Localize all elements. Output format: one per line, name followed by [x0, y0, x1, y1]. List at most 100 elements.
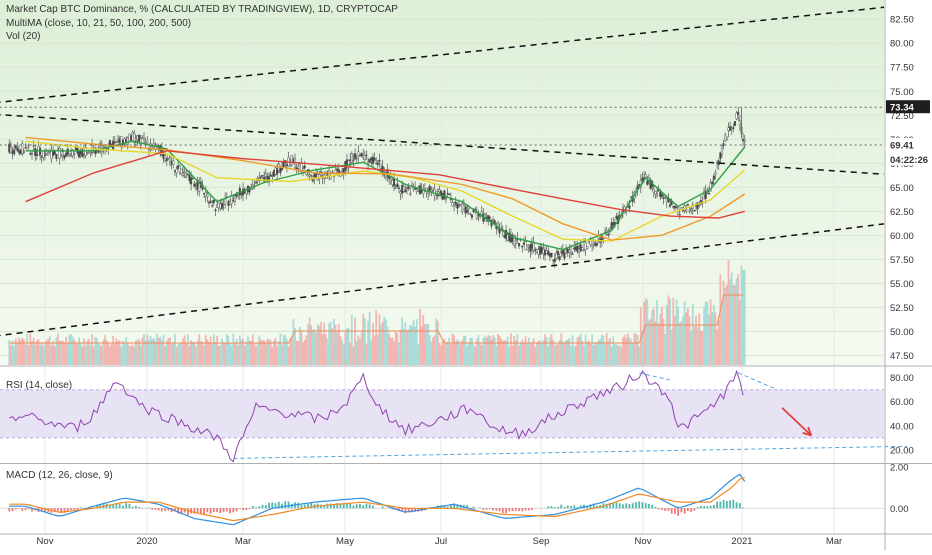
macd-histogram-bar	[499, 508, 501, 511]
macd-histogram-bar	[482, 508, 484, 510]
macd-histogram-bar	[164, 508, 166, 511]
volume-bar	[213, 335, 215, 365]
volume-bar	[505, 340, 507, 365]
volume-bar	[611, 347, 613, 365]
macd-histogram-bar	[518, 508, 520, 511]
macd-histogram-bar	[362, 505, 364, 508]
volume-bar	[242, 338, 244, 365]
candle-body	[549, 253, 551, 256]
macd-histogram-bar	[635, 502, 637, 508]
candle-body	[445, 198, 447, 199]
volume-bar	[708, 315, 710, 365]
volume-bar	[638, 347, 640, 365]
volume-bar	[721, 302, 723, 365]
volume-bar	[270, 340, 272, 365]
volume-bar	[379, 314, 381, 365]
volume-bar	[349, 342, 351, 365]
volume-bar	[239, 335, 241, 365]
candle-body	[312, 180, 314, 181]
price-tick-label: 80.00	[890, 39, 914, 50]
volume-bar	[513, 336, 515, 365]
volume-bar	[695, 315, 697, 365]
volume-bar	[159, 336, 161, 365]
volume-bar	[70, 334, 72, 365]
candle-body	[489, 217, 491, 218]
macd-histogram-bar	[697, 507, 699, 508]
macd-histogram-bar	[369, 504, 371, 508]
candle-body	[228, 201, 230, 206]
volume-bar	[546, 337, 548, 365]
candle-body	[265, 173, 267, 176]
volume-bar	[367, 321, 369, 365]
candle-body	[356, 158, 358, 159]
candle-body	[392, 180, 394, 184]
candle-body	[393, 179, 395, 186]
volume-bar	[547, 346, 549, 365]
macd-histogram-bar	[557, 507, 559, 508]
volume-bar	[177, 344, 179, 365]
volume-bar	[466, 346, 468, 365]
volume-bar	[731, 272, 733, 365]
macd-histogram-bar	[125, 503, 127, 508]
candle-body	[181, 169, 183, 174]
macd-histogram-bar	[232, 508, 234, 512]
volume-bar	[719, 274, 721, 365]
volume-bar	[219, 345, 221, 365]
candle-body	[476, 213, 478, 219]
candle-body	[728, 128, 730, 131]
candle-body	[207, 194, 209, 196]
candle-body	[466, 210, 468, 212]
volume-bar	[77, 344, 79, 365]
candle-body	[586, 246, 588, 248]
macd-histogram-bar	[25, 508, 27, 510]
candle-body	[60, 149, 62, 155]
candle-body	[215, 210, 217, 211]
candle-body	[23, 152, 25, 153]
volume-bar	[703, 307, 705, 365]
candle-body	[220, 204, 222, 209]
volume-bar	[739, 300, 741, 365]
volume-bar	[385, 319, 387, 365]
volume-bar	[461, 340, 463, 365]
volume-bar	[31, 341, 33, 365]
macd-histogram-bar	[700, 506, 702, 508]
volume-bar	[114, 345, 116, 365]
volume-bar	[163, 335, 165, 365]
macd-histogram-bar	[297, 503, 299, 509]
macd-histogram-bar	[216, 508, 218, 512]
volume-bar	[109, 346, 111, 365]
volume-bar	[112, 336, 114, 365]
volume-bar	[276, 346, 278, 365]
volume-bar	[284, 335, 286, 365]
volume-bar	[429, 335, 431, 365]
volume-bar	[229, 343, 231, 365]
volume-bar	[359, 338, 361, 365]
candle-body	[205, 192, 207, 197]
macd-histogram-bar	[693, 508, 695, 510]
volume-bar	[500, 338, 502, 365]
volume-bar	[633, 333, 635, 365]
volume-bar	[533, 338, 535, 365]
volume-bar	[401, 318, 403, 365]
candle-body	[663, 198, 665, 199]
volume-bar	[682, 316, 684, 365]
candle-body	[429, 186, 431, 190]
candle-body	[268, 177, 270, 180]
candle-body	[661, 194, 663, 196]
candle-body	[444, 191, 446, 198]
candle-body	[304, 166, 306, 168]
volume-bar	[283, 335, 285, 365]
volume-bar	[119, 340, 121, 365]
volume-bar	[250, 341, 252, 365]
candle-body	[52, 152, 54, 155]
rsi-band	[0, 390, 884, 438]
price-label-high: 73.34	[890, 103, 914, 114]
volume-bar	[557, 344, 559, 365]
candle-body	[556, 253, 558, 259]
volume-bar	[671, 330, 673, 365]
volume-bar	[28, 345, 30, 365]
volume-bar	[247, 336, 249, 365]
volume-bar	[439, 343, 441, 365]
candle-body	[659, 192, 661, 197]
volume-bar	[588, 341, 590, 365]
